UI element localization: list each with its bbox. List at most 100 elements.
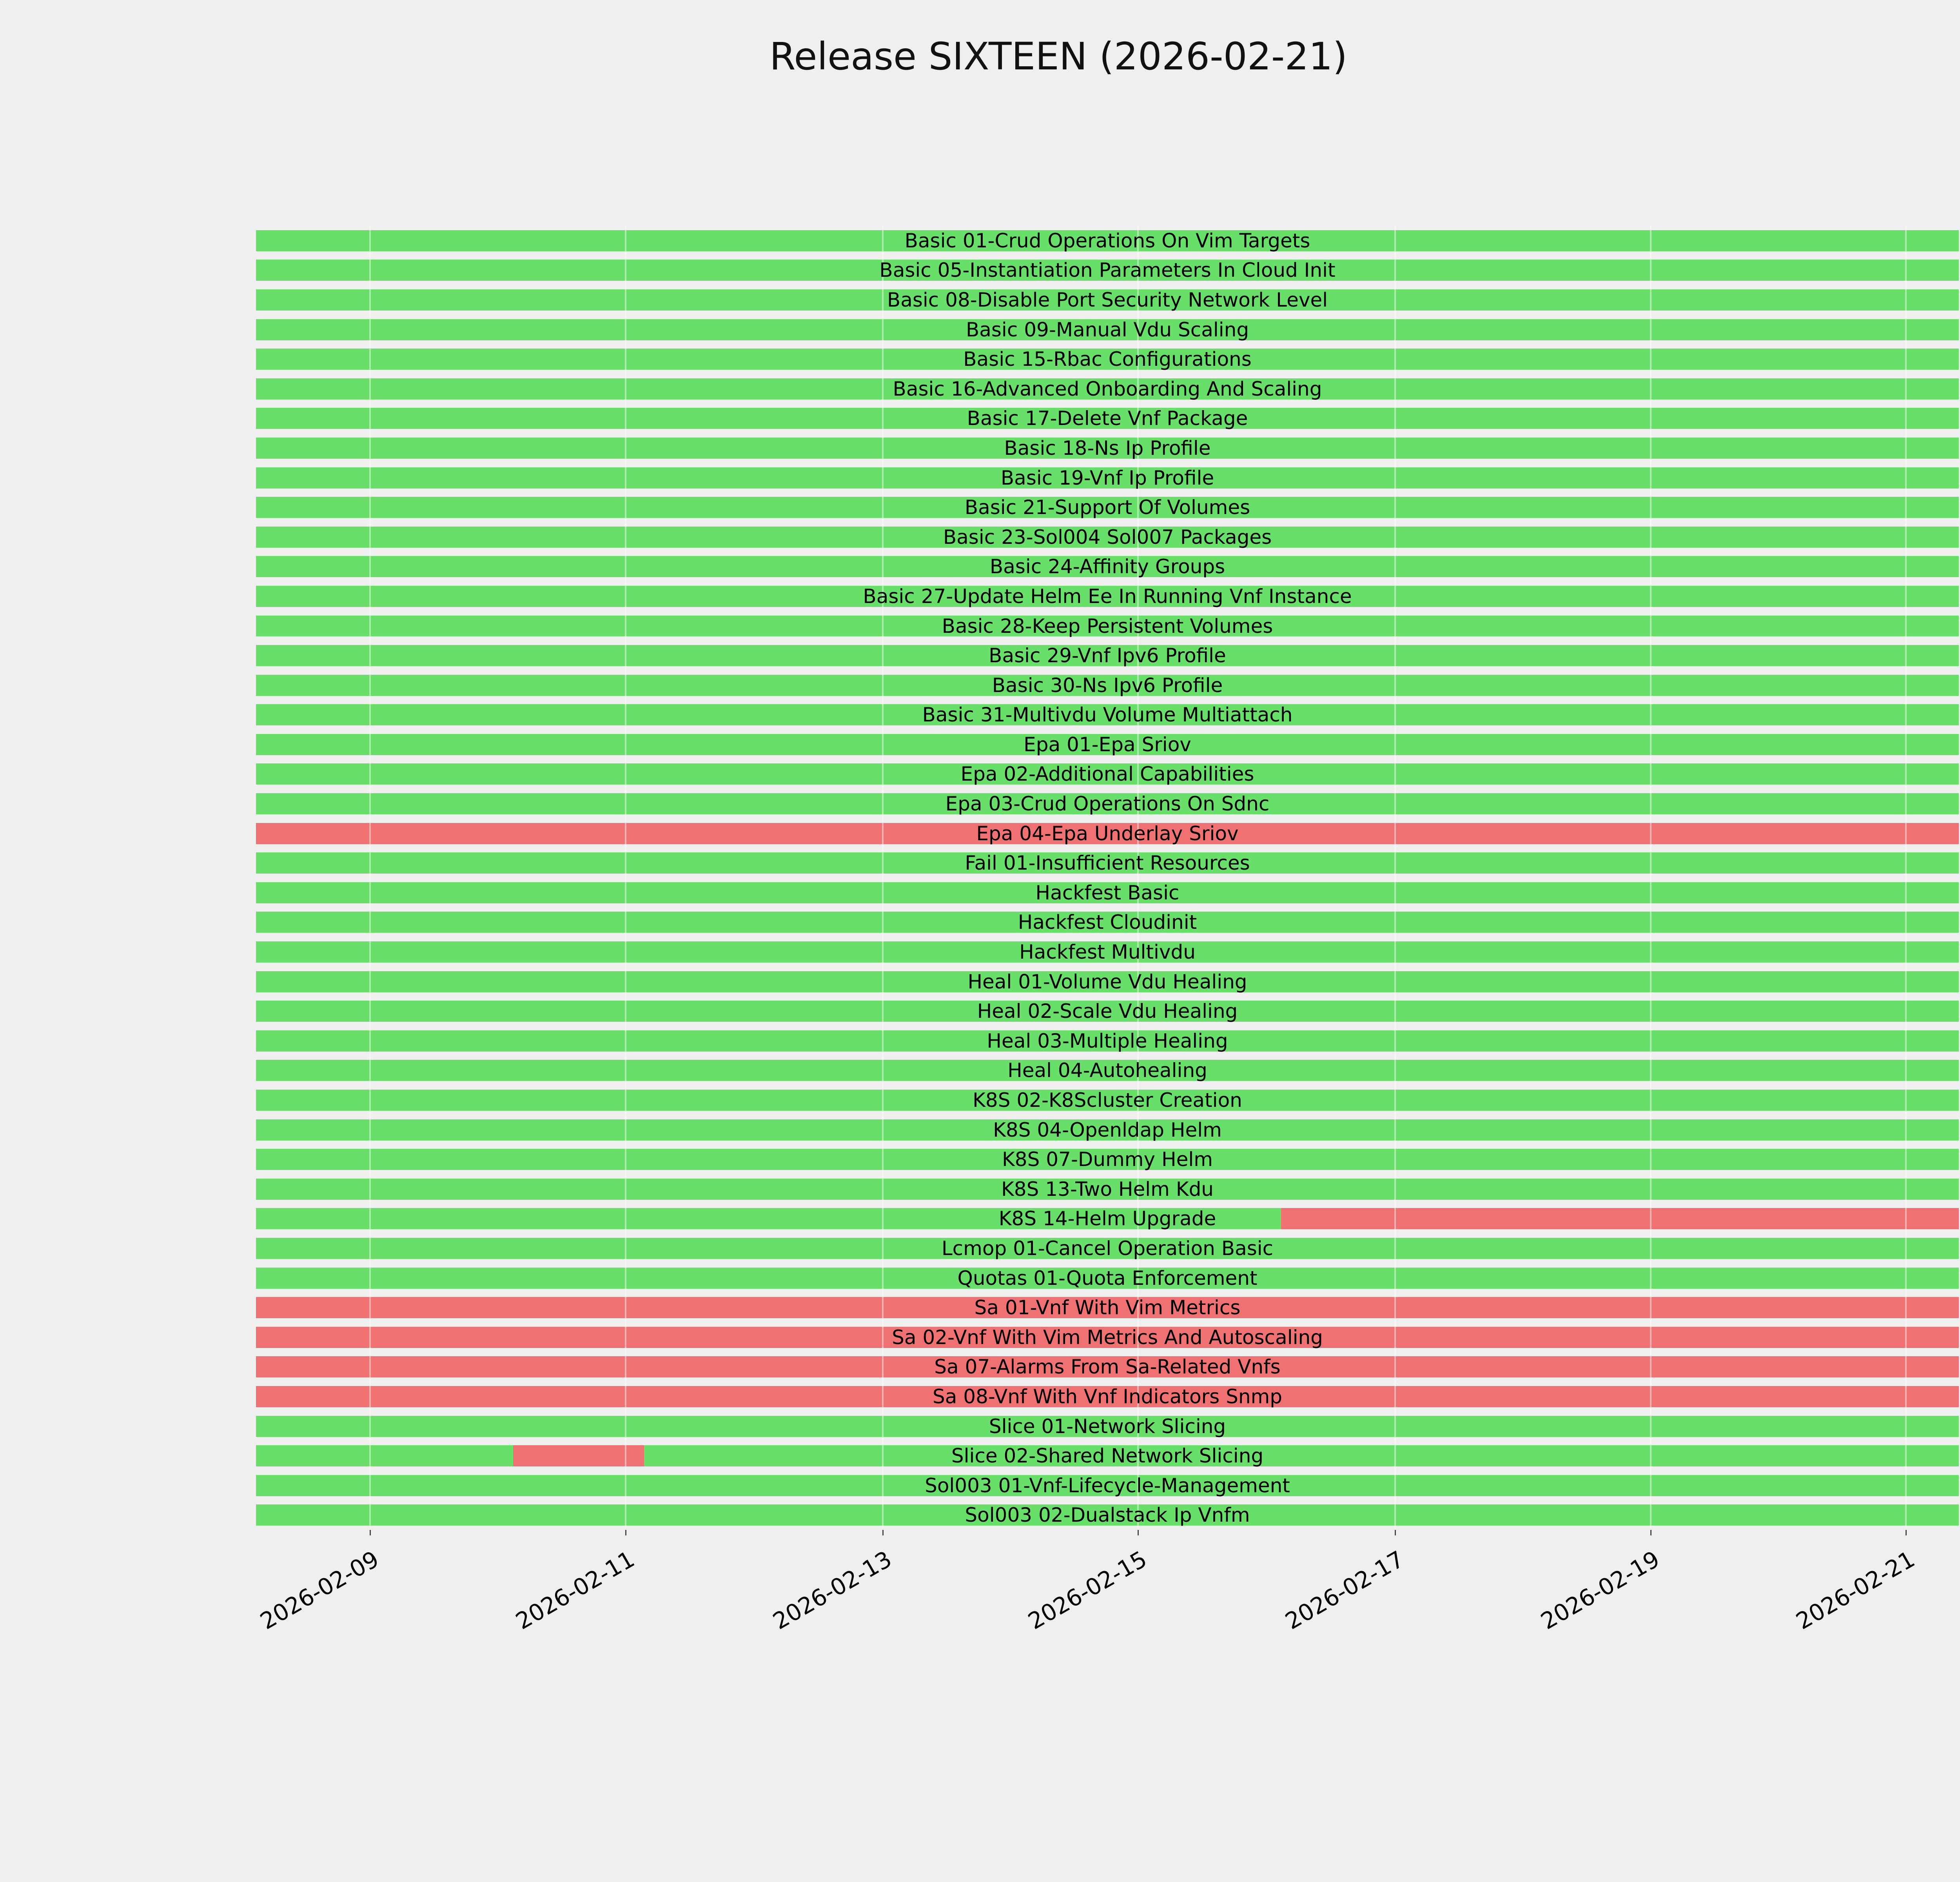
gridline (369, 226, 371, 1530)
gantt-row: K8S 14-Helm Upgrade (256, 1204, 1959, 1234)
gantt-row: Basic 01-Crud Operations On Vim Targets (256, 226, 1959, 256)
bar-segment-fail (256, 1297, 1959, 1319)
bar-segment-fail (256, 1356, 1959, 1378)
bar-segment-fail (256, 823, 1959, 844)
bar-segment-pass (256, 852, 1959, 874)
plot-area: Basic 01-Crud Operations On Vim Targets B… (256, 226, 1959, 1530)
tick-label: 2026-02-13 (768, 1546, 896, 1635)
row-label: Basic 18-Ns Ip Profile (1004, 436, 1211, 460)
row-label: Heal 04-Autohealing (1007, 1059, 1207, 1082)
bar-segment-pass (256, 645, 1959, 667)
tick-label: 2026-02-11 (511, 1546, 639, 1635)
row-label: K8S 14-Helm Upgrade (998, 1207, 1216, 1230)
row-label: Sol003 02-Dualstack Ip Vnfm (965, 1504, 1250, 1527)
gantt-row: Slice 01-Network Slicing (256, 1412, 1959, 1441)
row-label: Epa 01-Epa Sriov (1024, 733, 1191, 756)
bar-segment-pass (256, 734, 1959, 755)
gantt-row: Basic 05-Instantiation Parameters In Clo… (256, 256, 1959, 285)
bar-segment-fail (256, 1326, 1959, 1348)
row-label: Basic 28-Keep Persistent Volumes (942, 614, 1273, 638)
bar-segment-pass (256, 793, 1959, 815)
gantt-row: Heal 02-Scale Vdu Healing (256, 996, 1959, 1026)
bar-segment-pass (256, 556, 1959, 578)
row-label: Heal 01-Volume Vdu Healing (967, 970, 1247, 993)
chart-title: Release SIXTEEN (2026-02-21) (769, 35, 1348, 78)
gridline (1650, 226, 1651, 1530)
bar-segment-pass (256, 1504, 1959, 1526)
tick-mark (1650, 1530, 1651, 1535)
row-label: K8S 04-Openldap Helm (993, 1118, 1222, 1141)
gantt-row: Lcmop 01-Cancel Operation Basic (256, 1233, 1959, 1263)
gantt-row: Basic 24-Affinity Groups (256, 552, 1959, 582)
gantt-row: Basic 08-Disable Port Security Network L… (256, 285, 1959, 315)
gantt-row: Sa 02-Vnf With Vim Metrics And Autoscali… (256, 1322, 1959, 1352)
bar-segment-pass (256, 1149, 1959, 1170)
gridline (1905, 226, 1907, 1530)
bar-segment-pass (256, 704, 1959, 726)
bar-segment-fail (256, 1386, 1959, 1407)
bar-segment-pass (256, 319, 1959, 340)
tick-mark (882, 1530, 884, 1535)
row-label: Basic 27-Update Helm Ee In Running Vnf I… (863, 585, 1352, 608)
gantt-row: Basic 19-Vnf Ip Profile (256, 463, 1959, 493)
row-label: Basic 21-Support Of Volumes (964, 496, 1250, 519)
gantt-row: Sol003 02-Dualstack Ip Vnfm (256, 1501, 1959, 1530)
gantt-row: Basic 31-Multivdu Volume Multiattach (256, 700, 1959, 730)
bar-segment-pass (256, 1445, 513, 1467)
gantt-row: Basic 23-Sol004 Sol007 Packages (256, 522, 1959, 552)
gantt-row: Slice 02-Shared Network Slicing (256, 1441, 1959, 1471)
tick-mark (370, 1530, 371, 1535)
bar-segment-pass (256, 1208, 1281, 1230)
gantt-row: Basic 18-Ns Ip Profile (256, 433, 1959, 463)
row-label: Sa 01-Vnf With Vim Metrics (974, 1296, 1241, 1319)
x-axis: 2026-02-09 2026-02-11 2026-02-13 2026-02-15… (256, 1530, 1959, 1726)
gantt-row: Fail 01-Insufficient Resources (256, 848, 1959, 878)
row-label: K8S 07-Dummy Helm (1002, 1148, 1213, 1171)
gantt-row: Basic 28-Keep Persistent Volumes (256, 611, 1959, 641)
bar-segment-pass (256, 615, 1959, 637)
row-label: Basic 23-Sol004 Sol007 Packages (943, 525, 1272, 549)
row-label: Quotas 01-Quota Enforcement (957, 1266, 1258, 1290)
gantt-row: Epa 01-Epa Sriov (256, 730, 1959, 759)
bar-segment-pass (256, 1090, 1959, 1111)
gantt-row: Hackfest Multivdu (256, 937, 1959, 967)
bar-segment-pass (256, 971, 1959, 992)
row-label: K8S 13-Two Helm Kdu (1001, 1177, 1214, 1201)
gantt-row: K8S 02-K8Scluster Creation (256, 1085, 1959, 1115)
row-label: Hackfest Basic (1035, 881, 1180, 904)
gridline (624, 226, 626, 1530)
row-label: Basic 17-Delete Vnf Package (967, 407, 1248, 430)
row-label: Hackfest Multivdu (1019, 941, 1196, 964)
gantt-row: Sa 07-Alarms From Sa-Related Vnfs (256, 1352, 1959, 1382)
gantt-row: Basic 15-Rbac Configurations (256, 344, 1959, 374)
gantt-row: Sa 01-Vnf With Vim Metrics (256, 1293, 1959, 1322)
row-label: Heal 03-Multiple Healing (987, 1029, 1228, 1052)
tick-mark (1138, 1530, 1139, 1535)
bar-segment-pass (256, 1237, 1959, 1259)
row-label: Epa 02-Additional Capabilities (960, 763, 1254, 786)
gantt-row: K8S 04-Openldap Helm (256, 1115, 1959, 1145)
row-label: Slice 01-Network Slicing (989, 1415, 1226, 1438)
tick-label: 2026-02-15 (1024, 1546, 1152, 1635)
bar-segment-pass (256, 763, 1959, 785)
bar-segment-pass (256, 1001, 1959, 1022)
bar-segment-pass (256, 408, 1959, 429)
gantt-row: Epa 02-Additional Capabilities (256, 759, 1959, 789)
row-label: K8S 02-K8Scluster Creation (973, 1089, 1242, 1112)
bar-segment-pass (256, 289, 1959, 311)
gantt-row: Hackfest Cloudinit (256, 908, 1959, 937)
gantt-row: Sa 08-Vnf With Vnf Indicators Snmp (256, 1382, 1959, 1412)
gantt-row: Epa 03-Crud Operations On Sdnc (256, 789, 1959, 819)
bar-segment-pass (256, 1178, 1959, 1200)
tick-mark (625, 1530, 626, 1535)
row-label: Sol003 01-Vnf-Lifecycle-Management (925, 1474, 1290, 1497)
bar-segment-pass (256, 912, 1959, 933)
bar-segment-pass (256, 378, 1959, 400)
tick-mark (1395, 1530, 1396, 1535)
gantt-row: Epa 04-Epa Underlay Sriov (256, 819, 1959, 848)
row-label: Slice 02-Shared Network Slicing (951, 1444, 1264, 1468)
tick-mark (1906, 1530, 1907, 1535)
row-label: Sa 07-Alarms From Sa-Related Vnfs (934, 1355, 1281, 1379)
bar-segment-pass (644, 1445, 1959, 1467)
